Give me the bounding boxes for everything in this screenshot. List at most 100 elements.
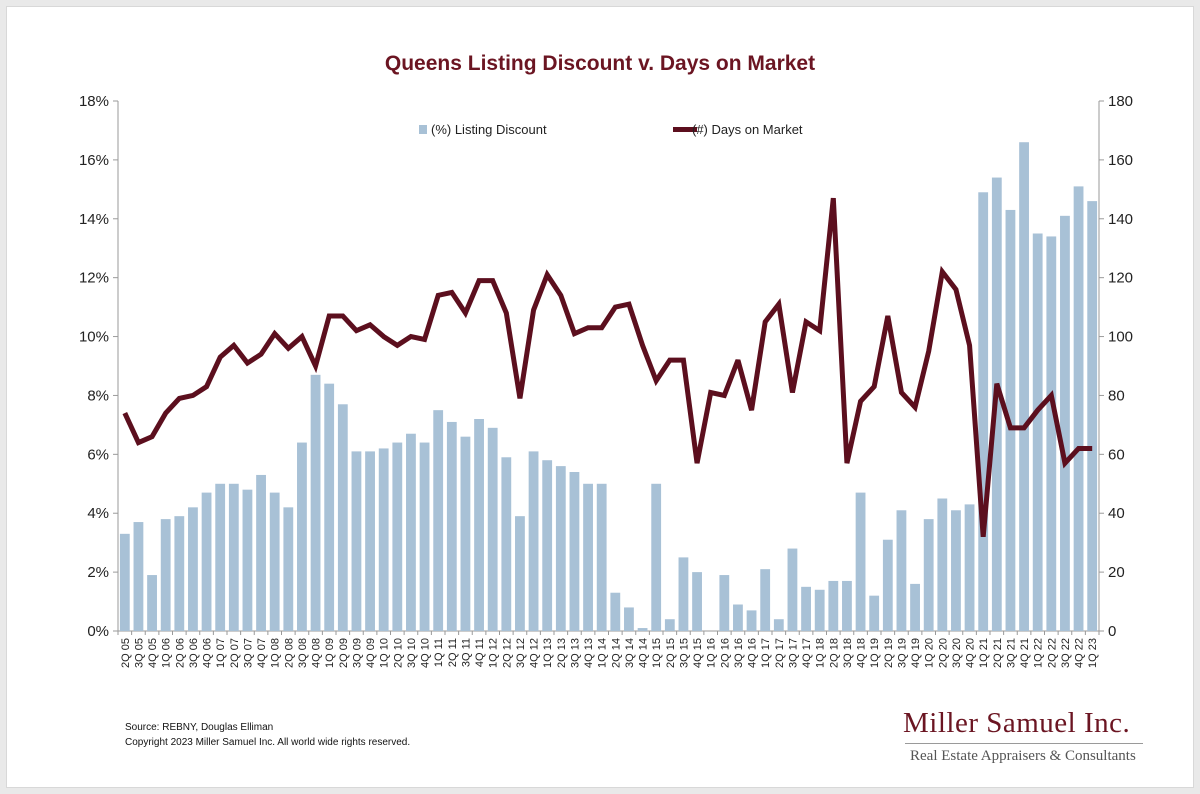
x-tick-label: 2Q 14 bbox=[610, 638, 622, 668]
left-tick-label: 8% bbox=[87, 387, 109, 404]
copyright-text: Copyright 2023 Miller Samuel Inc. All wo… bbox=[125, 737, 411, 748]
bar bbox=[842, 580, 852, 631]
bar bbox=[610, 592, 621, 631]
bar bbox=[719, 575, 730, 631]
x-tick-label: 1Q 14 bbox=[597, 638, 609, 668]
bar bbox=[542, 460, 553, 631]
bar bbox=[501, 457, 512, 631]
right-tick-label: 120 bbox=[1108, 270, 1133, 287]
x-tick-label: 4Q 06 bbox=[202, 638, 214, 668]
right-tick-label: 80 bbox=[1108, 387, 1125, 404]
bar bbox=[624, 607, 634, 631]
x-tick-label: 4Q 20 bbox=[965, 638, 977, 668]
x-tick-label: 2Q 07 bbox=[229, 638, 241, 668]
x-tick-label: 4Q 13 bbox=[583, 638, 595, 668]
bar bbox=[487, 427, 498, 631]
bar bbox=[1073, 186, 1084, 631]
x-tick-label: 1Q 11 bbox=[433, 638, 445, 667]
bar bbox=[637, 628, 648, 631]
x-tick-label: 3Q 14 bbox=[624, 638, 636, 668]
x-tick-label: 4Q 08 bbox=[311, 638, 323, 668]
logo-tagline: Real Estate Appraisers & Consultants bbox=[910, 748, 1136, 764]
bar bbox=[406, 433, 416, 631]
x-tick-label: 1Q 13 bbox=[542, 638, 554, 668]
x-tick-label: 3Q 08 bbox=[297, 638, 309, 668]
x-tick-label: 2Q 18 bbox=[828, 638, 840, 668]
x-tick-label: 4Q 05 bbox=[147, 638, 159, 668]
x-tick-label: 1Q 08 bbox=[270, 638, 282, 668]
x-tick-label: 3Q 11 bbox=[460, 638, 472, 667]
bar bbox=[1032, 233, 1043, 631]
x-tick-label: 3Q 05 bbox=[133, 638, 145, 668]
bar bbox=[1046, 236, 1057, 631]
logo-divider bbox=[905, 743, 1143, 744]
bar bbox=[201, 492, 212, 631]
left-tick-label: 4% bbox=[87, 505, 109, 522]
bar bbox=[228, 483, 239, 631]
chart: Queens Listing Discount v. Days on Marke… bbox=[79, 52, 1133, 668]
bar bbox=[978, 192, 989, 631]
legend-label-listing-discount: (%) Listing Discount bbox=[431, 122, 547, 137]
x-tick-label: 3Q 07 bbox=[242, 638, 254, 668]
bar bbox=[733, 604, 743, 631]
x-tick-label: 1Q 12 bbox=[488, 638, 500, 668]
x-tick-label: 3Q 06 bbox=[188, 638, 200, 668]
x-tick-label: 2Q 22 bbox=[1046, 638, 1058, 668]
bar bbox=[528, 451, 539, 631]
bar bbox=[910, 583, 920, 631]
bar bbox=[951, 510, 961, 631]
bar bbox=[174, 516, 185, 631]
x-tick-label: 3Q 17 bbox=[787, 638, 799, 668]
x-tick-label: 2Q 06 bbox=[174, 638, 186, 668]
x-tick-label: 2Q 16 bbox=[719, 638, 731, 668]
line-series-layer bbox=[122, 197, 1093, 538]
x-tick-label: 2Q 08 bbox=[283, 638, 295, 668]
x-tick-label: 4Q 07 bbox=[256, 638, 268, 668]
bar bbox=[460, 436, 471, 631]
x-tick-label: 4Q 19 bbox=[910, 638, 922, 668]
legend-swatch-listing-discount bbox=[419, 125, 427, 134]
x-tick-label: 3Q 09 bbox=[351, 638, 363, 668]
bar bbox=[760, 569, 771, 631]
legend: (%) Listing Discount (#) Days on Market bbox=[419, 122, 803, 137]
source-text: Source: REBNY, Douglas Elliman bbox=[125, 722, 274, 733]
x-tick-label: 1Q 16 bbox=[706, 638, 718, 668]
source-note: Source: REBNY, Douglas Elliman Copyright… bbox=[125, 720, 410, 750]
right-tick-label: 100 bbox=[1108, 329, 1133, 346]
bar bbox=[1087, 201, 1098, 631]
bar bbox=[242, 489, 253, 631]
x-tick-label: 2Q 09 bbox=[338, 638, 350, 668]
left-tick-label: 6% bbox=[87, 446, 109, 463]
bar bbox=[297, 442, 307, 631]
chart-title: Queens Listing Discount v. Days on Marke… bbox=[385, 52, 815, 75]
bar bbox=[692, 572, 702, 631]
bar bbox=[351, 451, 362, 631]
x-tick-label: 3Q 15 bbox=[678, 638, 690, 668]
bar bbox=[160, 519, 171, 631]
x-tick-label: 3Q 20 bbox=[951, 638, 963, 668]
bar bbox=[324, 383, 335, 631]
x-tick-label: 3Q 18 bbox=[842, 638, 854, 668]
bar bbox=[378, 448, 389, 631]
bar bbox=[337, 404, 348, 631]
bar bbox=[419, 442, 430, 631]
x-tick-label: 2Q 15 bbox=[665, 638, 677, 668]
bar bbox=[133, 522, 144, 631]
x-tick-label: 1Q 06 bbox=[161, 638, 173, 668]
x-tick-label: 1Q 15 bbox=[651, 638, 663, 668]
bar bbox=[147, 575, 157, 631]
bar bbox=[855, 492, 866, 631]
bar bbox=[896, 510, 907, 631]
bar bbox=[923, 519, 934, 631]
x-tick-label: 4Q 15 bbox=[692, 638, 704, 668]
left-tick-label: 2% bbox=[87, 564, 109, 581]
bar bbox=[787, 548, 798, 631]
bar bbox=[256, 474, 266, 631]
right-tick-label: 140 bbox=[1108, 211, 1133, 228]
bar bbox=[746, 610, 757, 631]
bar bbox=[828, 580, 839, 631]
x-tick-label: 3Q 10 bbox=[406, 638, 418, 668]
x-tick-label: 1Q 07 bbox=[215, 638, 227, 668]
bar bbox=[801, 586, 811, 631]
right-tick-label: 40 bbox=[1108, 505, 1125, 522]
